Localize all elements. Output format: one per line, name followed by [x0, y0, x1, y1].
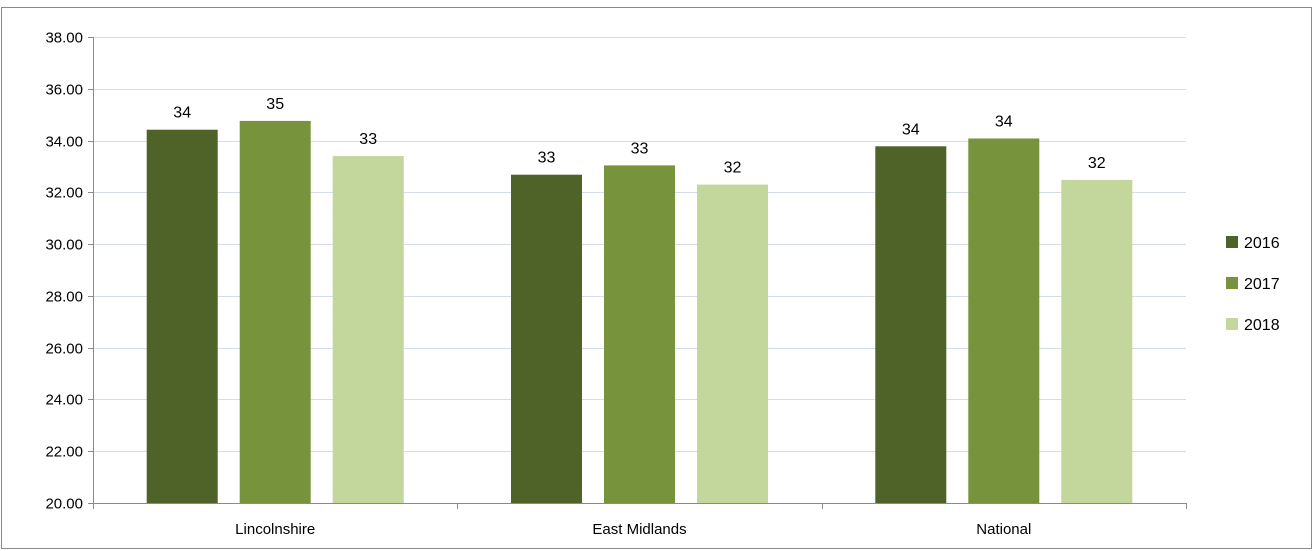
x-tick-label: National [976, 521, 1031, 538]
data-label: 34 [173, 105, 191, 122]
legend-swatch [1226, 277, 1238, 289]
data-label: 32 [1088, 155, 1106, 172]
legend-label: 2016 [1244, 235, 1280, 252]
x-axis-tick-labels: Lincolnshire East Midlands National [235, 521, 1031, 538]
y-tick-label: 36.00 [45, 82, 83, 99]
y-tick-label: 32.00 [45, 185, 83, 202]
y-tick-label: 38.00 [45, 30, 83, 47]
legend-label: 2018 [1244, 317, 1280, 334]
data-label: 33 [538, 150, 556, 167]
bar-2017-1 [604, 165, 675, 503]
data-label: 35 [266, 96, 284, 113]
data-labels: 34 35 33 33 33 32 34 34 32 [173, 96, 1105, 177]
bar-2016-1 [511, 174, 582, 503]
bar-2018-0 [332, 156, 404, 503]
bar-2016-2 [875, 146, 947, 504]
x-tick-label: East Midlands [592, 521, 686, 538]
bars [146, 120, 1133, 504]
data-label: 33 [631, 140, 649, 157]
legend: 2016 2017 2018 [1226, 235, 1280, 334]
y-axis-tick-labels: 20.00 22.00 24.00 26.00 28.00 30.00 32.00 34.00… [45, 30, 83, 513]
bar-2018-2 [1061, 179, 1133, 503]
data-label: 34 [902, 121, 920, 138]
x-tick-label: Lincolnshire [235, 521, 315, 538]
legend-label: 2017 [1244, 276, 1280, 293]
y-tick-label: 34.00 [45, 134, 83, 151]
legend-swatch [1226, 318, 1238, 330]
axes [88, 37, 1187, 509]
bar-2016-0 [146, 129, 218, 503]
legend-swatch [1226, 236, 1238, 248]
y-tick-label: 22.00 [45, 444, 83, 461]
bar-2018-1 [697, 184, 768, 503]
bar-2017-0 [239, 120, 311, 504]
y-tick-label: 24.00 [45, 392, 83, 409]
y-tick-label: 26.00 [45, 341, 83, 358]
y-tick-label: 28.00 [45, 289, 83, 306]
data-label: 33 [359, 131, 377, 148]
y-tick-label: 20.00 [45, 496, 83, 513]
data-label: 32 [724, 160, 742, 177]
bar-2017-2 [968, 138, 1040, 503]
y-tick-label: 30.00 [45, 237, 83, 254]
data-label: 34 [995, 114, 1013, 131]
